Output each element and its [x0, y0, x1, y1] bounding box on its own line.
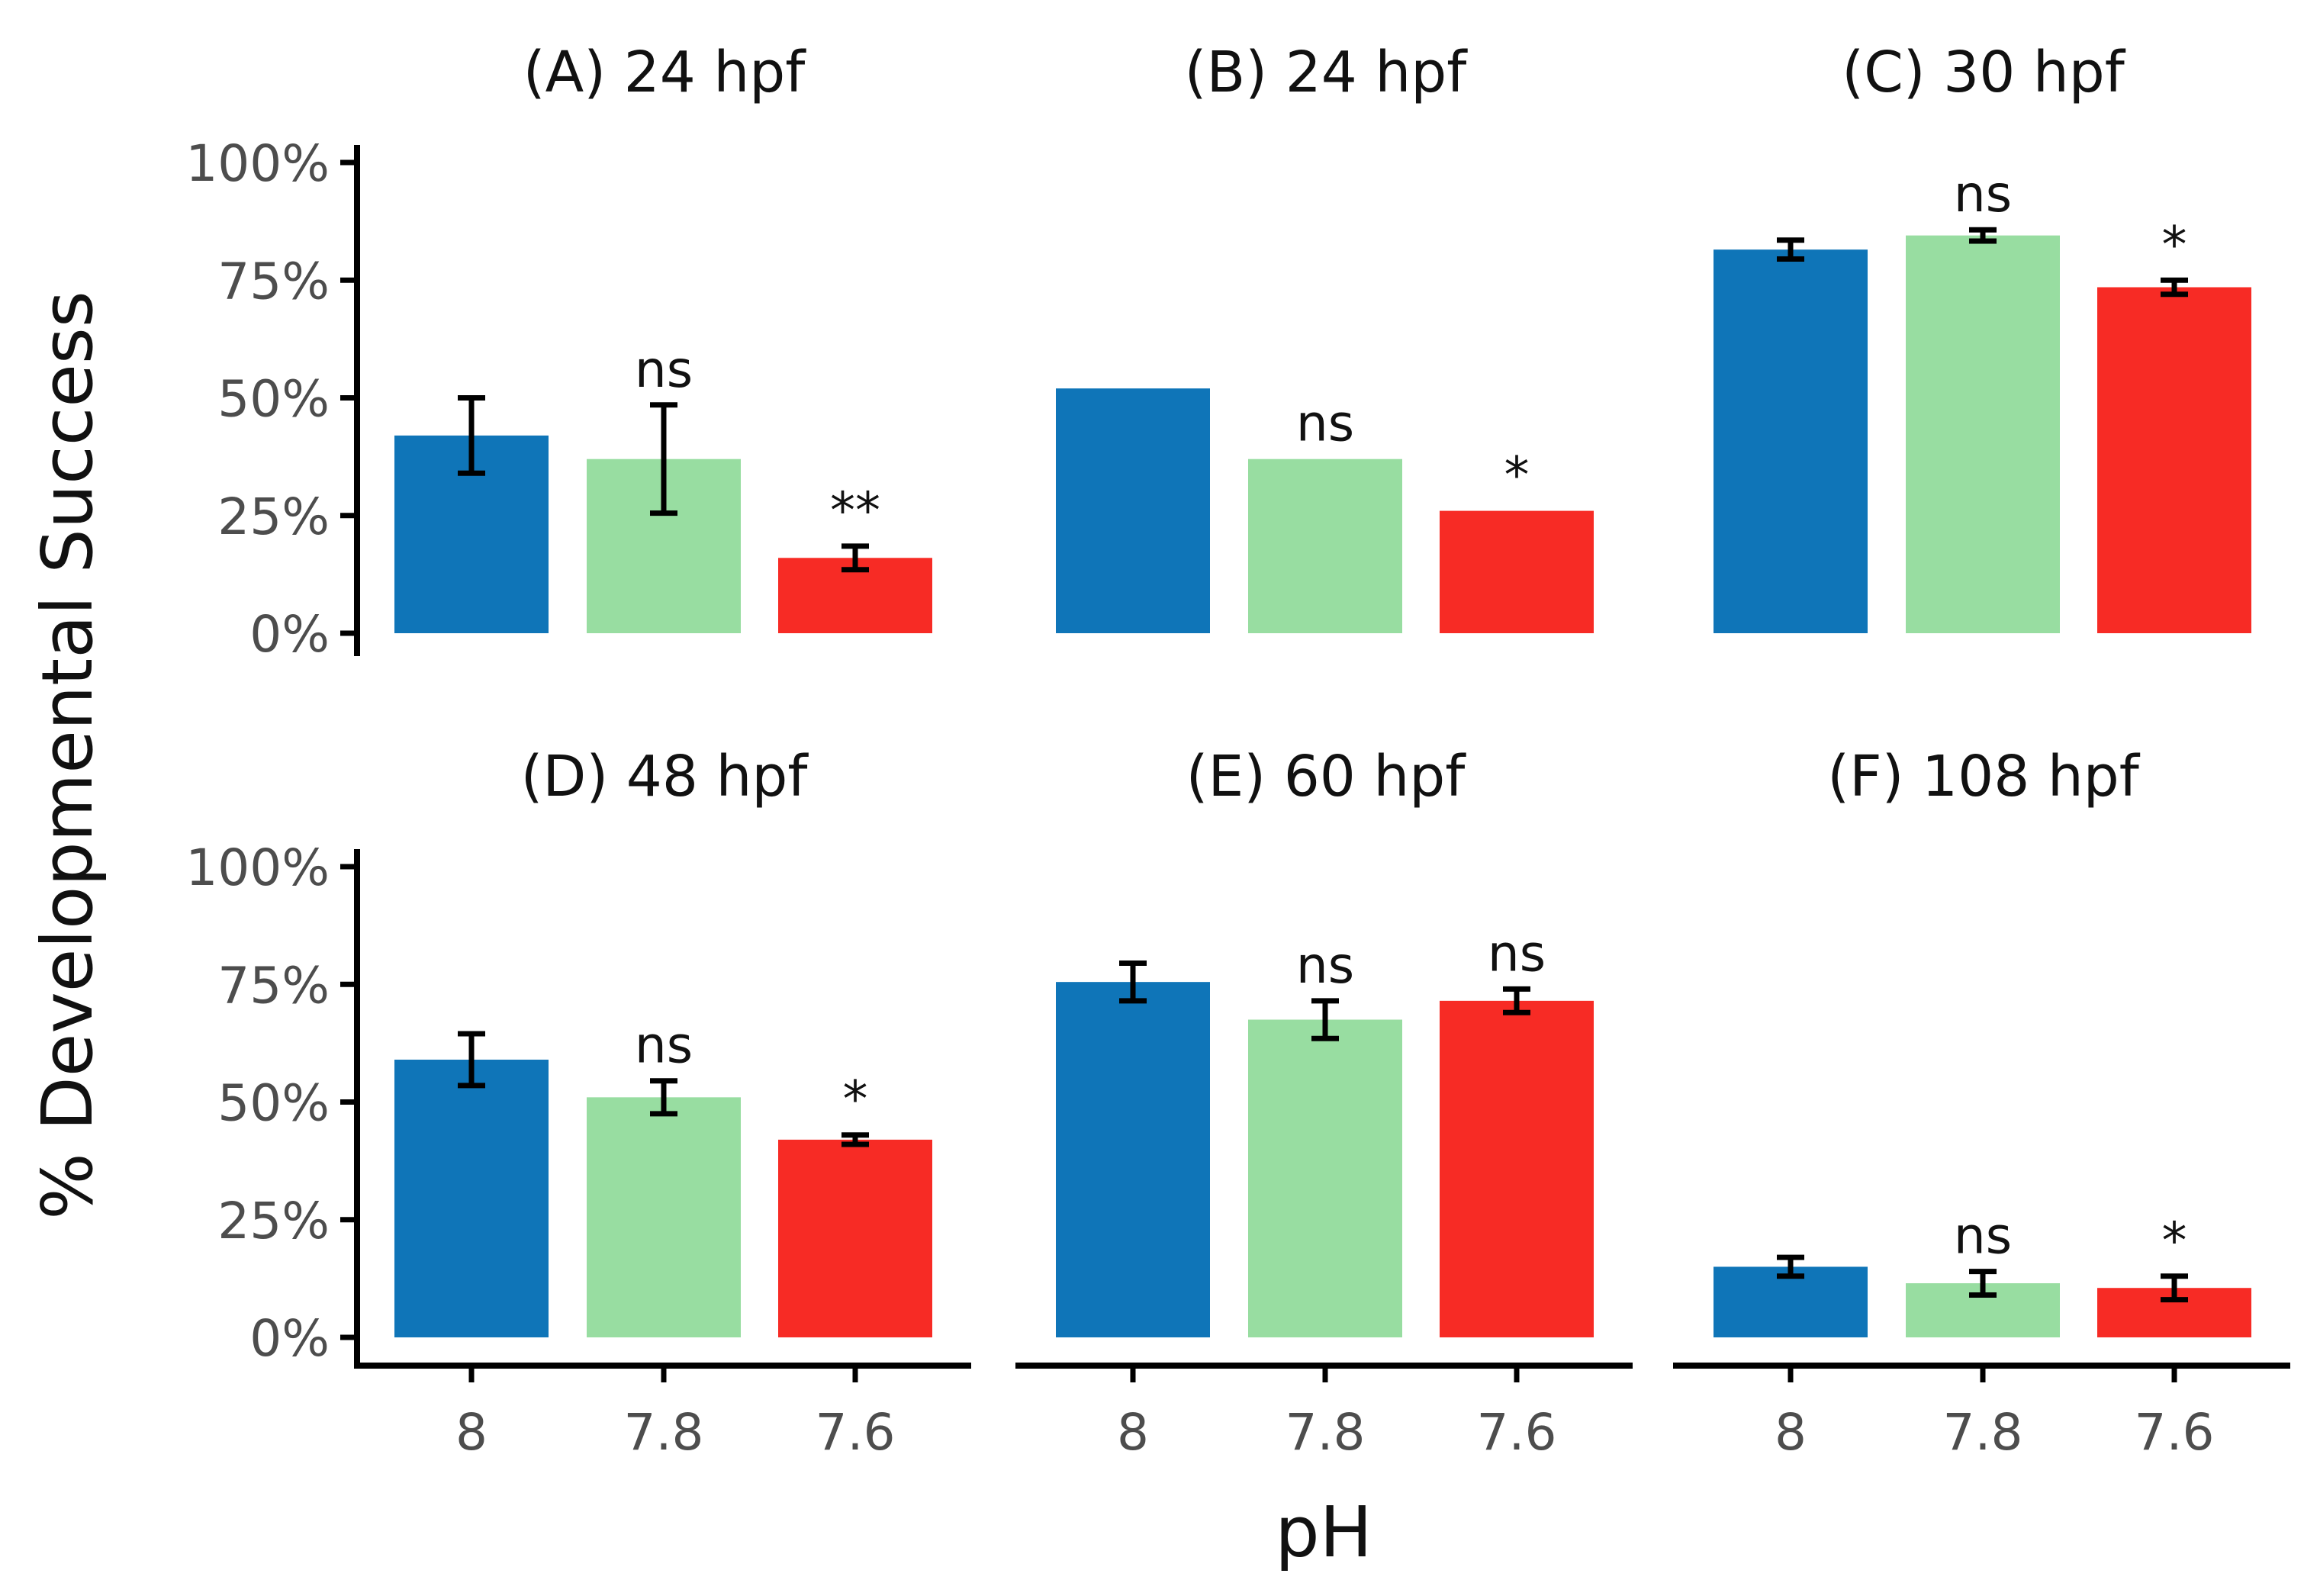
panel-title: (A) 24 hpf	[523, 40, 806, 105]
significance-label: *	[2162, 1211, 2187, 1270]
x-tick-label: 8	[455, 1403, 488, 1462]
y-axis-title: % Developmental Success	[27, 291, 108, 1220]
y-tick-label: 25%	[217, 487, 330, 546]
panel-title: (C) 30 hpf	[1842, 40, 2125, 105]
significance-label: ns	[635, 1016, 693, 1075]
significance-label: ns	[1954, 165, 2012, 224]
y-tick-label: 0%	[249, 605, 330, 664]
bar	[1440, 510, 1594, 633]
y-tick-label: 75%	[217, 252, 330, 311]
bar	[1056, 388, 1210, 633]
panel-title: (F) 108 hpf	[1827, 744, 2140, 809]
bar	[587, 1097, 741, 1337]
x-tick-label: 8	[1775, 1403, 1807, 1462]
x-tick-label: 7.6	[816, 1403, 896, 1462]
y-tick-label: 0%	[249, 1309, 330, 1368]
bar	[1248, 459, 1402, 633]
significance-label: ns	[1488, 924, 1546, 983]
significance-label: *	[843, 1070, 868, 1129]
bar	[2097, 287, 2251, 633]
y-tick-label: 100%	[185, 134, 330, 193]
significance-label: ns	[1296, 394, 1354, 453]
bar	[1714, 249, 1868, 633]
bar	[1248, 1019, 1402, 1337]
significance-label: ns	[1296, 936, 1354, 995]
significance-label: **	[830, 481, 880, 540]
bar	[1440, 1000, 1594, 1337]
y-tick-label: 100%	[185, 838, 330, 897]
x-tick-label: 8	[1117, 1403, 1149, 1462]
bar	[1906, 235, 2060, 633]
panel-title: (E) 60 hpf	[1186, 744, 1467, 809]
y-tick-label: 50%	[217, 1074, 330, 1133]
bar	[1056, 982, 1210, 1337]
significance-label: ns	[1954, 1207, 2012, 1266]
bar	[394, 1059, 549, 1337]
x-axis-title: pH	[1275, 1491, 1372, 1573]
bar	[778, 1139, 932, 1337]
significance-label: ns	[635, 340, 693, 399]
y-tick-label: 25%	[217, 1192, 330, 1250]
x-tick-label: 7.6	[2135, 1403, 2215, 1462]
significance-label: *	[2162, 215, 2187, 274]
panel-title: (B) 24 hpf	[1185, 40, 1469, 105]
x-tick-label: 7.8	[1943, 1403, 2023, 1462]
x-tick-label: 7.8	[624, 1403, 704, 1462]
y-tick-label: 50%	[217, 370, 330, 429]
x-tick-label: 7.6	[1477, 1403, 1557, 1462]
panel-title: (D) 48 hpf	[521, 744, 809, 809]
y-tick-label: 75%	[217, 956, 330, 1015]
significance-label: *	[1504, 446, 1530, 505]
x-tick-label: 7.8	[1286, 1403, 1366, 1462]
